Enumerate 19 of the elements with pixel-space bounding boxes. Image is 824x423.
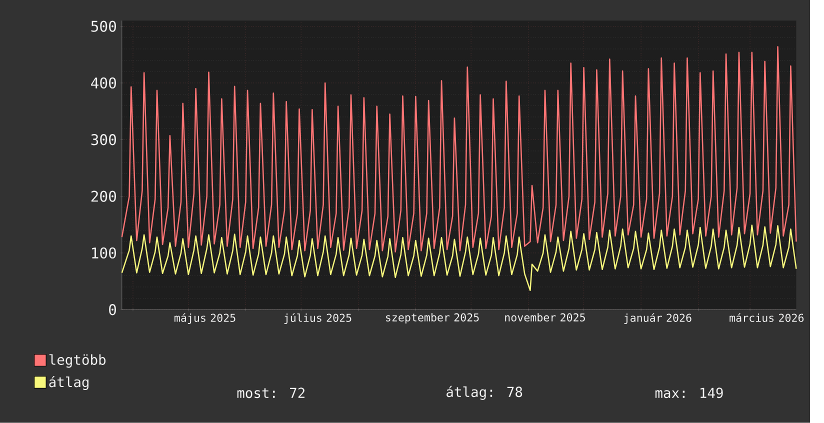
legend-label: átlag	[49, 376, 88, 390]
text: most: 72	[237, 388, 304, 398]
x-tick-label: március 2026	[730, 313, 804, 322]
y-tick-label: 100	[92, 248, 116, 259]
text: átlag: 78	[446, 386, 522, 400]
y-tick-label: 400	[91, 78, 116, 89]
y-tick-label: 500	[91, 20, 116, 32]
y-tick-label: 300	[91, 134, 116, 146]
x-tick-label: január 2026	[624, 313, 692, 324]
x-tick-label: május 2025	[174, 313, 236, 324]
text: max: 149	[655, 388, 723, 398]
line-series	[121, 224, 797, 292]
line-series	[121, 46, 797, 253]
y-tick-label: 200	[91, 190, 116, 202]
legend-label: legtöbb	[49, 354, 106, 368]
y-tick-label: 0	[109, 304, 116, 316]
x-tick-label: szeptember 2025	[386, 313, 479, 324]
x-tick-label: július 2025	[284, 313, 352, 324]
x-tick-label: november 2025	[505, 313, 585, 322]
